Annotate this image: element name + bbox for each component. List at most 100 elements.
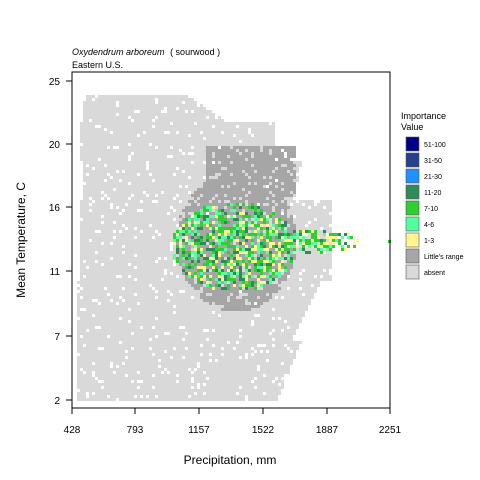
heatmap-cell [176,164,179,167]
heatmap-cell [251,128,254,131]
heatmap-cell [182,188,185,191]
heatmap-cell [245,197,248,200]
heatmap-cell [131,278,134,281]
heatmap-cell [248,272,251,275]
heatmap-cell [269,242,272,245]
heatmap-cell [107,107,110,110]
heatmap-cell [131,98,134,101]
heatmap-cell [245,281,248,284]
heatmap-cell [92,218,95,221]
heatmap-cell [215,125,218,128]
heatmap-cell [182,239,185,242]
heatmap-cell [209,161,212,164]
heatmap-cell [95,236,98,239]
heatmap-cell [149,251,152,254]
heatmap-cell [275,206,278,209]
heatmap-cell [221,299,224,302]
heatmap-cell [146,179,149,182]
heatmap-cell [89,236,92,239]
heatmap-cell [311,236,314,239]
heatmap-cell [275,257,278,260]
heatmap-cell [170,275,173,278]
heatmap-cell [134,119,137,122]
heatmap-cell [107,152,110,155]
heatmap-cell [317,242,320,245]
heatmap-cell [233,221,236,224]
heatmap-cell [152,218,155,221]
heatmap-cell [212,302,215,305]
heatmap-cell [101,173,104,176]
heatmap-cell [179,101,182,104]
heatmap-cell [263,230,266,233]
heatmap-cell [173,212,176,215]
heatmap-cell [191,233,194,236]
heatmap-cell [263,308,266,311]
heatmap-cell [224,134,227,137]
heatmap-cell [191,254,194,257]
heatmap-cell [296,302,299,305]
heatmap-cell [293,236,296,239]
heatmap-cell [116,98,119,101]
heatmap-cell [239,179,242,182]
heatmap-cell [281,221,284,224]
heatmap-cell [179,173,182,176]
heatmap-cell [182,302,185,305]
heatmap-cell [128,269,131,272]
heatmap-cell [254,173,257,176]
heatmap-cell [191,122,194,125]
heatmap-cell [143,251,146,254]
heatmap-cell [176,122,179,125]
heatmap-cell [281,182,284,185]
heatmap-cell [269,302,272,305]
heatmap-cell [92,164,95,167]
heatmap-cell [293,182,296,185]
heatmap-cell [152,206,155,209]
heatmap-cell [104,278,107,281]
heatmap-cell [191,284,194,287]
heatmap-cell [221,260,224,263]
heatmap-cell [326,278,329,281]
heatmap-cell [182,296,185,299]
heatmap-cell [197,245,200,248]
heatmap-cell [311,254,314,257]
heatmap-cell [188,254,191,257]
heatmap-cell [173,245,176,248]
heatmap-cell [98,149,101,152]
heatmap-cell [137,131,140,134]
heatmap-cell [137,140,140,143]
heatmap-cell [248,299,251,302]
heatmap-cell [266,173,269,176]
heatmap-cell [248,191,251,194]
heatmap-cell [320,278,323,281]
heatmap-cell [233,230,236,233]
heatmap-cell [197,134,200,137]
heatmap-cell [179,176,182,179]
heatmap-cell [98,254,101,257]
heatmap-cell [161,230,164,233]
heatmap-cell [146,218,149,221]
heatmap-cell [305,239,308,242]
heatmap-cell [269,200,272,203]
heatmap-cell [278,302,281,305]
heatmap-cell [125,239,128,242]
heatmap-cell [254,260,257,263]
heatmap-cell [317,281,320,284]
heatmap-cell [218,170,221,173]
heatmap-cell [245,191,248,194]
heatmap-cell [290,176,293,179]
heatmap-cell [230,191,233,194]
heatmap-cell [263,284,266,287]
heatmap-cell [203,254,206,257]
heatmap-cell [263,215,266,218]
heatmap-cell [206,260,209,263]
heatmap-cell [83,212,86,215]
heatmap-cell [197,122,200,125]
heatmap-cell [239,197,242,200]
heatmap-cell [218,221,221,224]
heatmap-cell [107,122,110,125]
heatmap-cell [200,308,203,311]
heatmap-cell [224,233,227,236]
heatmap-cell [224,239,227,242]
heatmap-cell [125,158,128,161]
heatmap-cell [125,137,128,140]
